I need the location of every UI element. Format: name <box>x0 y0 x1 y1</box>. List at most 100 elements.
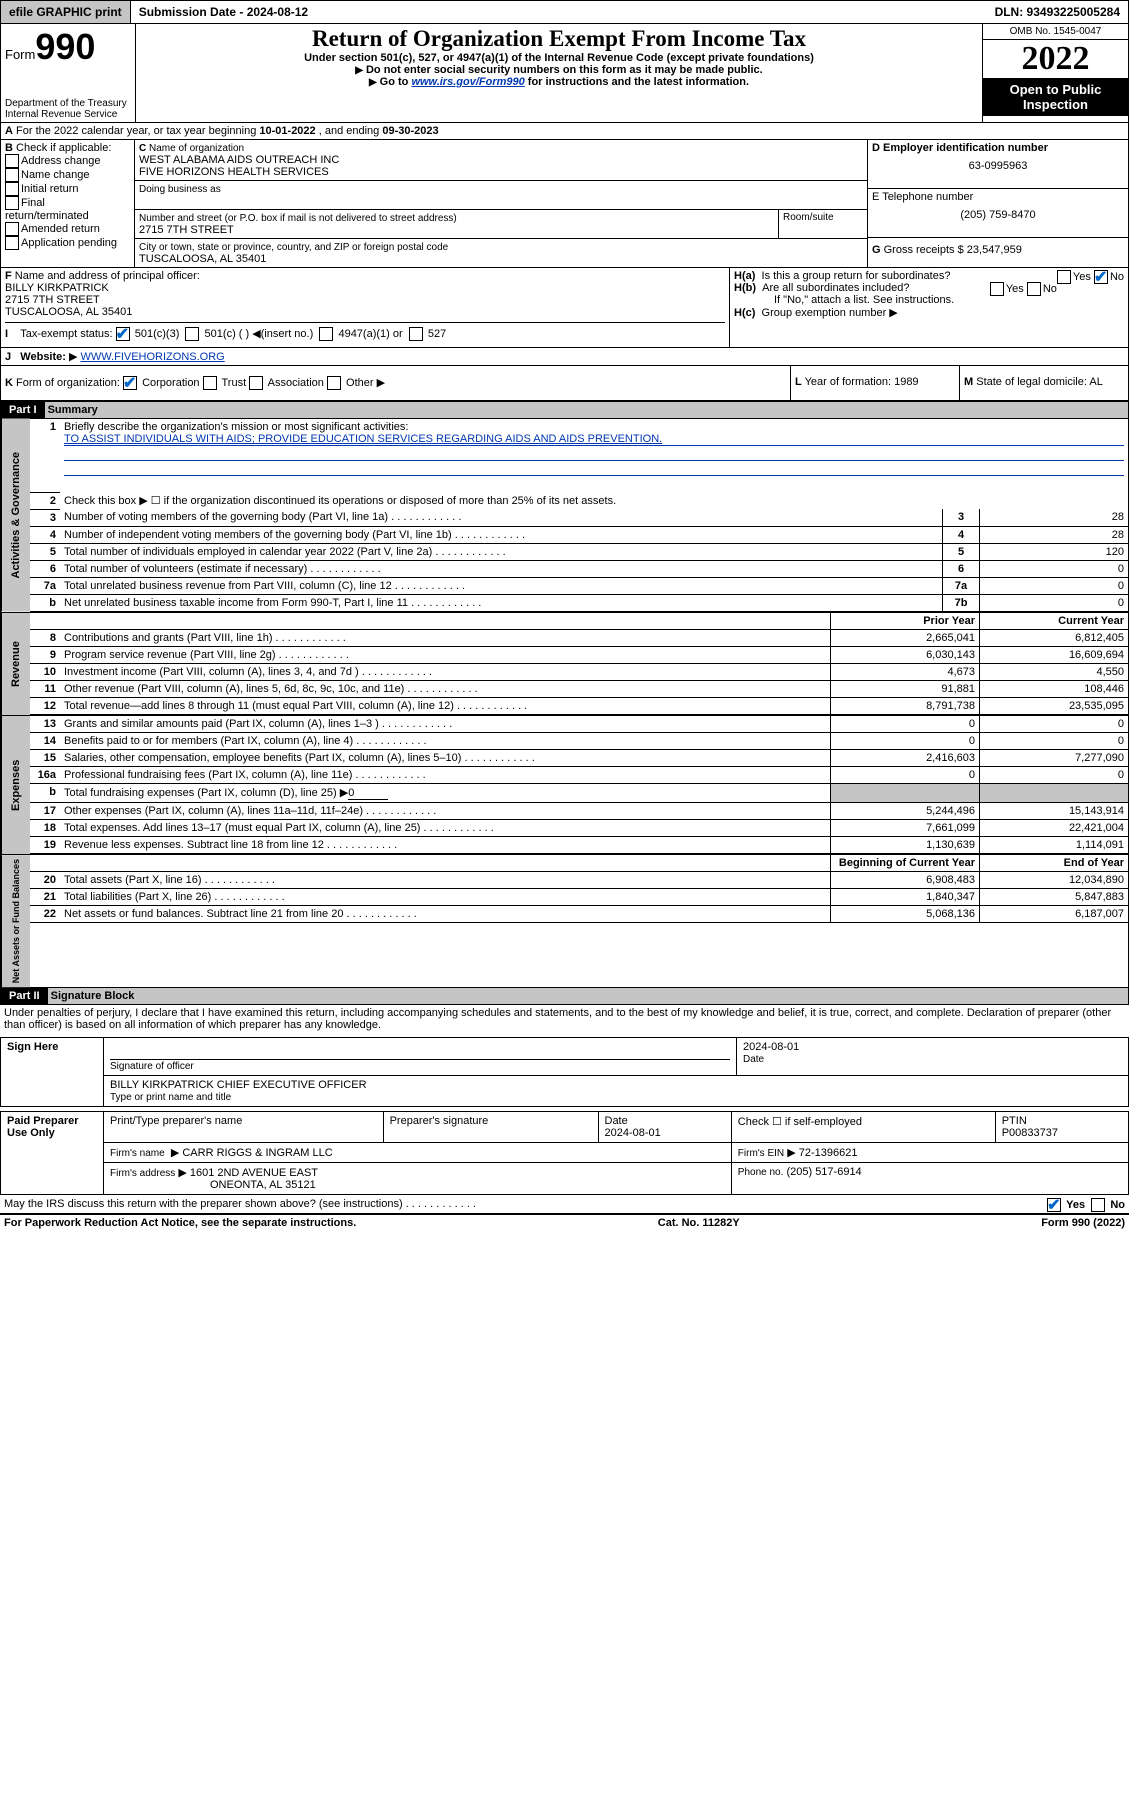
part1-header: Part I Summary <box>0 402 1129 419</box>
website-lbl: Website: <box>20 351 66 363</box>
assoc-checkbox[interactable] <box>249 376 263 390</box>
firm-addr-lbl: Firm's address <box>110 1168 175 1179</box>
net-vlabel: Net Assets or Fund Balances <box>1 855 30 987</box>
b-label: Check if applicable: <box>16 142 111 154</box>
irs-label: Internal Revenue Service <box>5 109 131 120</box>
submission-date: Submission Date - 2024-08-12 <box>131 1 316 23</box>
form-body: A For the 2022 calendar year, or tax yea… <box>0 123 1129 402</box>
other-checkbox[interactable] <box>327 376 341 390</box>
501c3-checkbox[interactable] <box>116 327 130 341</box>
self-employed: Check ☐ if self-employed <box>731 1111 995 1142</box>
website-link[interactable]: WWW.FIVEHORIZONS.ORG <box>81 351 225 363</box>
firm-name: CARR RIGGS & INGRAM LLC <box>182 1147 332 1159</box>
firm-name-lbl: Firm's name <box>110 1148 165 1159</box>
line2: Check this box ▶ ☐ if the organization d… <box>60 492 1128 509</box>
street-addr: 2715 7TH STREET <box>139 224 234 236</box>
phone-lbl: E Telephone number <box>872 191 973 203</box>
officer-lbl: Name and address of principal officer: <box>15 270 200 282</box>
c-name-lbl: Name of organization <box>149 143 244 154</box>
declaration: Under penalties of perjury, I declare th… <box>0 1005 1129 1033</box>
firm-ein: 72-1396621 <box>799 1147 858 1159</box>
tax-year: 2022 <box>1022 40 1090 77</box>
a-mid: , and ending <box>316 125 383 137</box>
open-inspection: Open to Public Inspection <box>983 78 1128 116</box>
exp-vlabel: Expenses <box>1 716 30 854</box>
ha-yes[interactable] <box>1057 270 1071 284</box>
4947-checkbox[interactable] <box>319 327 333 341</box>
end-year-hdr: End of Year <box>980 855 1129 872</box>
assoc: Association <box>268 377 324 389</box>
ein-value: 63-0995963 <box>872 160 1124 172</box>
firm-phone: (205) 517-6914 <box>786 1166 861 1178</box>
line-a: A For the 2022 calendar year, or tax yea… <box>1 123 443 139</box>
hb-yes[interactable] <box>990 282 1004 296</box>
city-lbl: City or town, state or province, country… <box>139 242 448 253</box>
form-version: Form 990 (2022) <box>1041 1217 1125 1229</box>
mission-link[interactable]: TO ASSIST INDIVIDUALS WITH AIDS; PROVIDE… <box>64 433 662 445</box>
yes3: Yes <box>1066 1199 1085 1211</box>
officer-addr: 2715 7TH STREET <box>5 294 100 306</box>
gross-value: 23,547,959 <box>967 244 1022 256</box>
page-footer: For Paperwork Reduction Act Notice, see … <box>0 1215 1129 1231</box>
arrow-icon <box>369 76 380 88</box>
sig-officer-lbl: Signature of officer <box>110 1061 194 1072</box>
subtitle1: Under section 501(c), 527, or 4947(a)(1)… <box>140 52 978 64</box>
527-checkbox[interactable] <box>409 327 423 341</box>
501c3: 501(c)(3) <box>135 328 180 340</box>
prep-date-lbl: Date <box>605 1115 628 1127</box>
summary-title: Summary <box>48 404 98 416</box>
room-suite: Room/suite <box>779 210 867 238</box>
form-word: Form <box>5 47 35 62</box>
efile-print-button[interactable]: efile GRAPHIC print <box>1 1 131 23</box>
link-text: www.irs.gov/Form990 <box>411 76 524 88</box>
officer-name-title: BILLY KIRKPATRICK CHIEF EXECUTIVE OFFICE… <box>110 1079 1122 1091</box>
part2-lbl: Part II <box>1 988 48 1004</box>
prior-year-hdr: Prior Year <box>831 613 980 630</box>
section-c: C Name of organization WEST ALABAMA AIDS… <box>135 140 868 267</box>
trust: Trust <box>221 377 246 389</box>
ptin: P00833737 <box>1002 1127 1058 1139</box>
a-pre: For the 2022 calendar year, or tax year … <box>16 125 259 137</box>
section-deg: D Employer identification number63-09959… <box>868 140 1128 267</box>
trust-checkbox[interactable] <box>203 376 217 390</box>
ha-q: Is this a group return for subordinates? <box>762 270 951 282</box>
yes: Yes <box>1073 271 1091 283</box>
tax-exempt-lbl: Tax-exempt status: <box>20 328 112 340</box>
b-opt-3[interactable]: Final return/terminated <box>5 196 130 222</box>
amended: Amended return <box>21 223 100 235</box>
b-opt-1[interactable]: Name change <box>5 168 130 182</box>
name-title-lbl: Type or print name and title <box>110 1092 231 1103</box>
form990-link[interactable]: www.irs.gov/Form990 <box>411 76 524 88</box>
goto-text: Go to <box>380 76 412 88</box>
netassets-section: Net Assets or Fund Balances Beginning of… <box>0 855 1129 988</box>
omb-number: OMB No. 1545-0047 <box>983 24 1128 40</box>
prep-sig-lbl: Preparer's signature <box>383 1111 598 1142</box>
klm-row: K Form of organization: Corporation Trus… <box>1 366 1128 401</box>
corp-checkbox[interactable] <box>123 376 137 390</box>
paid-preparer: Paid Preparer Use Only <box>1 1111 104 1194</box>
bcdefg-row: B Check if applicable: Address change Na… <box>1 140 1128 268</box>
prep-date: 2024-08-01 <box>605 1127 661 1139</box>
goto-suffix: for instructions and the latest informat… <box>525 76 749 88</box>
ha-no[interactable] <box>1094 270 1108 284</box>
hb-no[interactable] <box>1027 282 1041 296</box>
page-title: Return of Organization Exempt From Incom… <box>140 26 978 52</box>
a-end: 09-30-2023 <box>382 125 438 137</box>
other: Other <box>346 377 374 389</box>
b-opt-5[interactable]: Application pending <box>5 236 130 250</box>
discuss-yes[interactable] <box>1047 1198 1061 1212</box>
b-opt-4[interactable]: Amended return <box>5 222 130 236</box>
b-opt-2[interactable]: Initial return <box>5 182 130 196</box>
b-opt-0[interactable]: Address change <box>5 154 130 168</box>
m-lbl: State of legal domicile: <box>976 376 1087 388</box>
insert-no: (insert no.) <box>261 328 314 340</box>
discuss-no[interactable] <box>1091 1198 1105 1212</box>
domicile: AL <box>1089 376 1102 388</box>
hb-note: If "No," attach a list. See instructions… <box>734 294 1124 306</box>
curr-year-hdr: Current Year <box>980 613 1129 630</box>
expenses-section: Expenses 13Grants and similar amounts pa… <box>0 716 1129 855</box>
yes2: Yes <box>1006 283 1024 295</box>
part1-lbl: Part I <box>1 402 45 418</box>
501c-checkbox[interactable] <box>185 327 199 341</box>
initial-return: Initial return <box>21 183 78 195</box>
